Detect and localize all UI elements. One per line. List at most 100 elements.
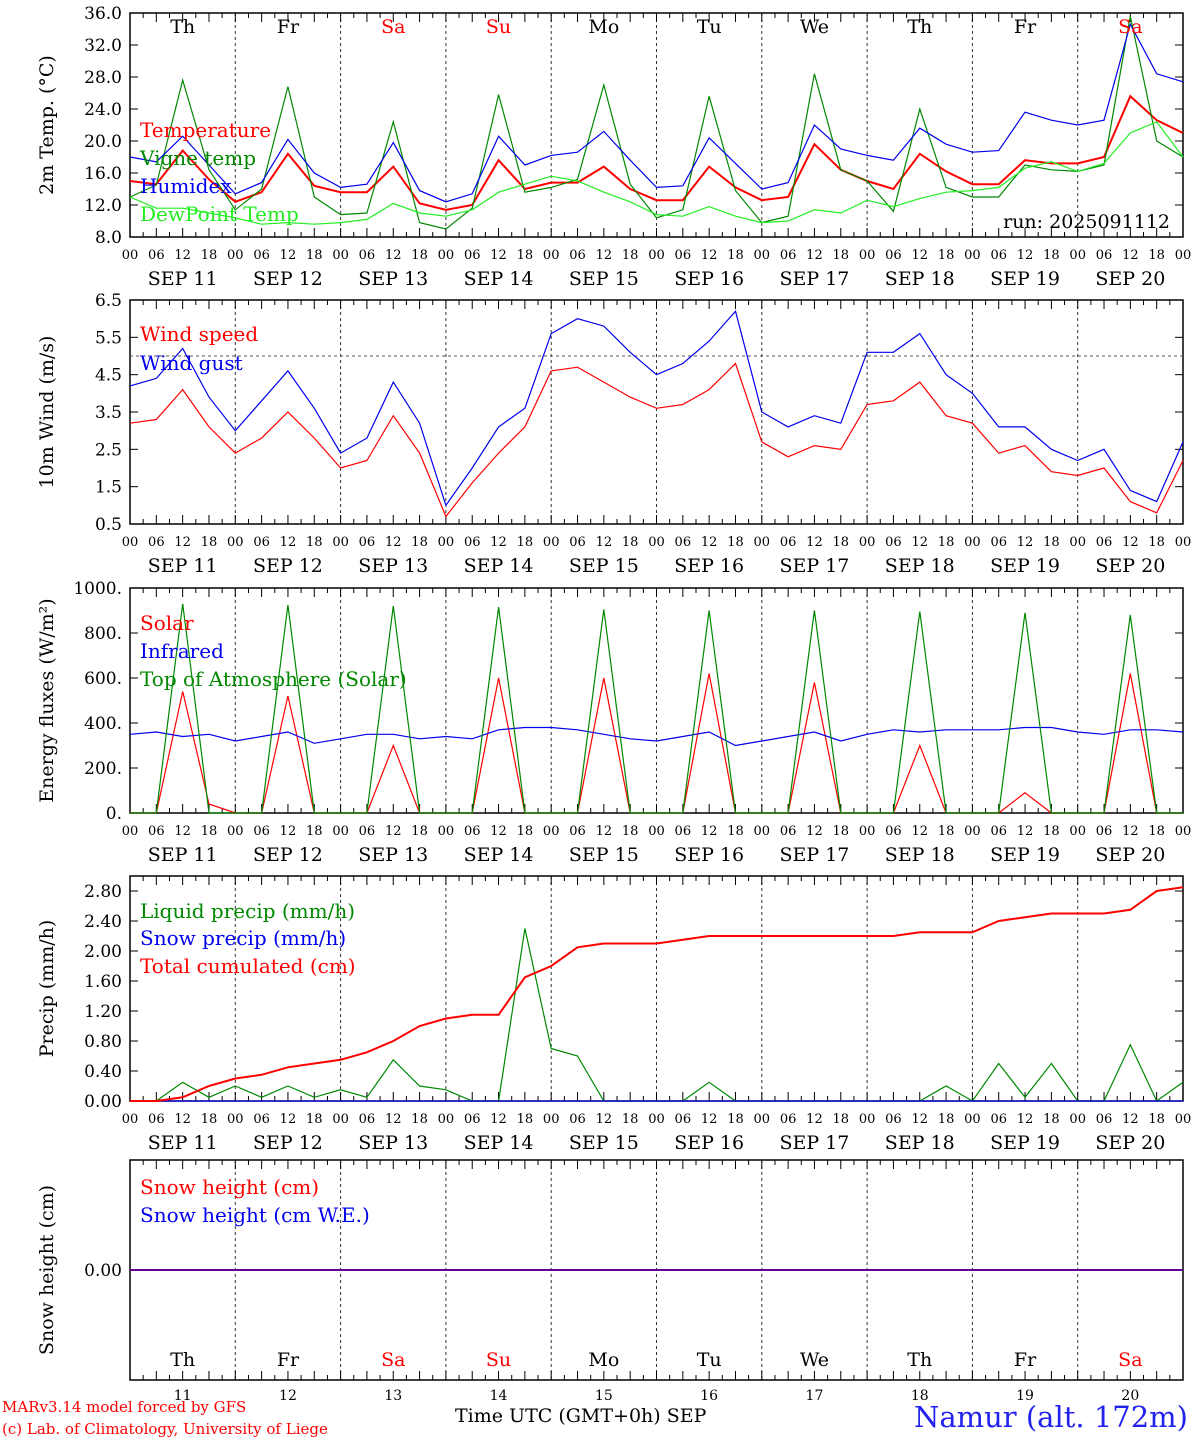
- series-line-vigne-temp: [129, 16, 1184, 230]
- hour-label: 06: [780, 1112, 797, 1127]
- y-axis-label: 10m Wind (m/s): [36, 336, 58, 489]
- hour-label: 18: [727, 1112, 744, 1127]
- hour-label: 00: [648, 824, 665, 839]
- hour-label: 12: [1017, 248, 1034, 263]
- hour-label: 06: [359, 1112, 376, 1127]
- date-label: SEP 18: [885, 555, 955, 577]
- date-label: SEP 12: [253, 268, 323, 290]
- hour-label: 12: [385, 248, 402, 263]
- hour-label: 12: [1017, 1112, 1034, 1127]
- hour-label: 18: [517, 824, 534, 839]
- date-label: SEP 14: [464, 844, 534, 866]
- hour-label: 00: [227, 248, 244, 263]
- hour-label: 00: [438, 824, 455, 839]
- hour-label: 06: [1096, 535, 1113, 550]
- legend-entry: Wind speed: [140, 322, 258, 346]
- date-label: SEP 16: [674, 844, 744, 866]
- run-label: run: 2025091112: [1003, 211, 1170, 233]
- hour-label: 00: [964, 248, 981, 263]
- hour-label: 18: [306, 535, 323, 550]
- hour-label: 12: [280, 535, 297, 550]
- hour-label: 06: [990, 824, 1007, 839]
- series-line-wind-speed: [129, 362, 1184, 518]
- day-number: 13: [384, 1388, 402, 1404]
- hour-label: 18: [1043, 824, 1060, 839]
- hour-label: 06: [253, 1112, 270, 1127]
- hour-label: 12: [806, 248, 823, 263]
- date-label: SEP 20: [1095, 268, 1165, 290]
- hour-label: 06: [148, 535, 165, 550]
- hour-label: 18: [517, 248, 534, 263]
- hour-label: 06: [675, 824, 692, 839]
- hour-label: 12: [911, 248, 928, 263]
- weekday-label: Fr: [277, 1349, 300, 1371]
- hour-label: 12: [596, 824, 613, 839]
- date-label: SEP 15: [569, 555, 639, 577]
- hour-label: 00: [648, 1112, 665, 1127]
- hour-label: 12: [385, 824, 402, 839]
- hour-label: 00: [859, 248, 876, 263]
- hour-label: 00: [543, 824, 560, 839]
- hour-label: 00: [1175, 1112, 1192, 1127]
- y-tick-label: 2.40: [84, 912, 122, 932]
- hour-label: 06: [569, 535, 586, 550]
- hour-label: 18: [727, 535, 744, 550]
- hour-label: 18: [833, 1112, 850, 1127]
- hour-label: 18: [1043, 535, 1060, 550]
- y-tick-label: 0.40: [84, 1062, 122, 1082]
- hour-label: 06: [990, 535, 1007, 550]
- weekday-label: Th: [907, 1349, 932, 1371]
- hour-label: 00: [332, 824, 349, 839]
- legend-entry: Top of Atmosphere (Solar): [140, 667, 407, 691]
- legend-entry: Temperature: [140, 118, 271, 142]
- date-label: SEP 16: [674, 555, 744, 577]
- hour-label: 06: [990, 1112, 1007, 1127]
- hour-label: 12: [1017, 535, 1034, 550]
- hour-label: 12: [174, 248, 191, 263]
- hour-label: 12: [385, 1112, 402, 1127]
- hour-label: 12: [1122, 535, 1139, 550]
- hour-label: 00: [227, 824, 244, 839]
- hour-label: 06: [1096, 824, 1113, 839]
- hour-label: 18: [517, 535, 534, 550]
- hour-label: 00: [1069, 824, 1086, 839]
- hour-label: 00: [859, 535, 876, 550]
- hour-label: 00: [1175, 824, 1192, 839]
- hour-label: 18: [411, 248, 428, 263]
- day-number: 17: [806, 1388, 824, 1404]
- date-label: SEP 20: [1095, 555, 1165, 577]
- hour-label: 06: [675, 1112, 692, 1127]
- hour-label: 18: [1043, 1112, 1060, 1127]
- series-line-total-cumulated-cm-: [130, 886, 1184, 1102]
- hour-label: 18: [1043, 248, 1060, 263]
- date-label: SEP 12: [253, 555, 323, 577]
- date-label: SEP 13: [358, 268, 428, 290]
- date-label: SEP 16: [674, 268, 744, 290]
- hour-label: 00: [1069, 248, 1086, 263]
- y-tick-label: 8.0: [95, 228, 122, 248]
- hour-label: 18: [517, 1112, 534, 1127]
- hour-label: 06: [359, 824, 376, 839]
- hour-label: 18: [306, 824, 323, 839]
- hour-label: 06: [253, 824, 270, 839]
- hour-label: 06: [885, 535, 902, 550]
- date-label: SEP 14: [464, 268, 534, 290]
- hour-label: 06: [464, 1112, 481, 1127]
- hour-label: 18: [622, 248, 639, 263]
- hour-label: 18: [201, 535, 218, 550]
- hour-label: 18: [411, 824, 428, 839]
- hour-label: 12: [1122, 1112, 1139, 1127]
- hour-label: 06: [464, 535, 481, 550]
- legend-entry: Solar: [140, 611, 194, 635]
- date-label: SEP 13: [358, 844, 428, 866]
- date-label: SEP 14: [464, 1132, 534, 1154]
- date-label: SEP 15: [569, 1132, 639, 1154]
- date-label: SEP 15: [569, 844, 639, 866]
- y-tick-label: 2.5: [95, 440, 122, 460]
- hour-label: 18: [1148, 824, 1165, 839]
- hour-label: 12: [596, 248, 613, 263]
- hour-label: 12: [911, 535, 928, 550]
- hour-label: 00: [859, 1112, 876, 1127]
- weekday-label: Fr: [1014, 16, 1037, 38]
- hour-label: 18: [1148, 248, 1165, 263]
